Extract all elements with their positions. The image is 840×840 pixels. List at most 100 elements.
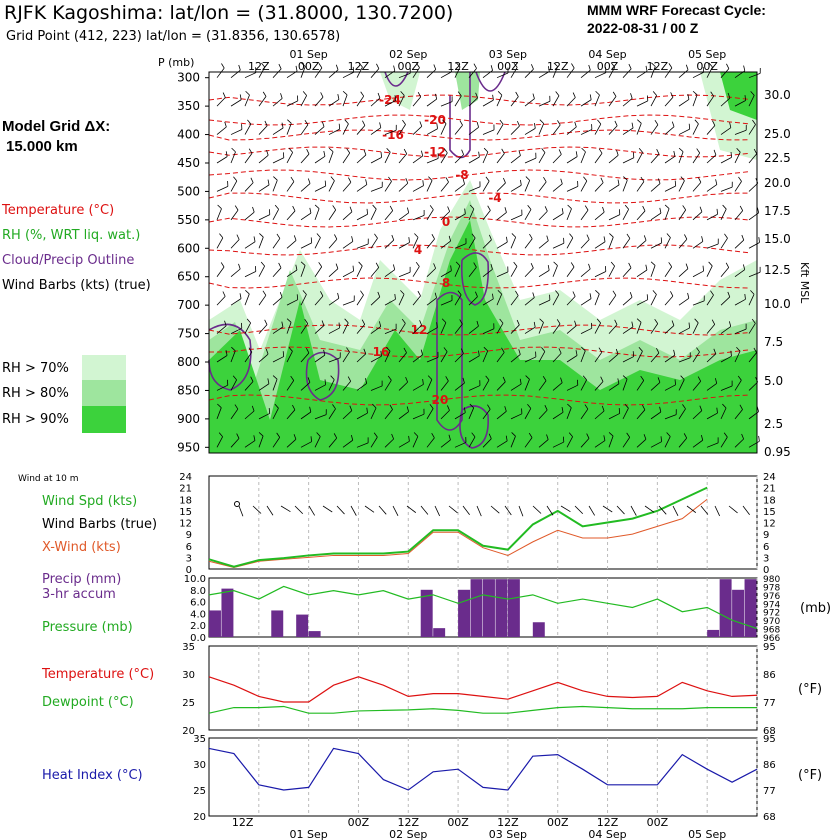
barb-flag	[344, 318, 349, 324]
wind-barb	[580, 205, 589, 221]
barb-flag	[575, 350, 578, 356]
barb-staff	[678, 128, 690, 135]
barb-staff	[552, 382, 563, 391]
wind-barb	[678, 352, 691, 363]
barb-flag	[629, 292, 633, 298]
barb-flag	[752, 119, 756, 125]
wind-barb	[510, 378, 522, 391]
wind-barb	[286, 235, 297, 249]
surface-barb	[406, 505, 417, 513]
barb-staff	[664, 67, 673, 78]
barb-flag	[543, 177, 547, 183]
barb-flag	[520, 179, 522, 186]
barb-flag	[254, 266, 257, 272]
wind-barb	[258, 290, 267, 306]
barb-staff	[398, 294, 405, 306]
barb-flag	[330, 176, 335, 181]
barb-flag	[518, 349, 521, 355]
wind-barb	[594, 405, 605, 420]
barb-flag	[493, 323, 495, 329]
wind-ytick-right-24: 24	[763, 472, 776, 483]
barb-staff	[328, 238, 338, 249]
barb-flag	[475, 92, 479, 98]
barb-flag	[570, 262, 575, 268]
wind-barb	[692, 119, 699, 135]
barb-flag	[642, 205, 646, 212]
wind-barb	[706, 238, 719, 249]
barb-flag	[233, 176, 238, 182]
precip-bar	[470, 579, 483, 637]
top-date-4: 05 Sep	[688, 48, 726, 61]
barb-flag	[529, 233, 533, 239]
barb-flag	[372, 403, 377, 409]
wind-barb	[636, 434, 647, 448]
barb-flag	[492, 94, 494, 101]
wind-barb	[412, 62, 420, 78]
precip-ytick-2.0: 2.0	[190, 621, 206, 632]
wind-barb	[482, 94, 494, 107]
barb-staff	[482, 328, 495, 334]
barb-flag	[549, 294, 551, 301]
barb-staff	[580, 69, 591, 78]
wind-barb	[538, 148, 546, 164]
barb-flag	[687, 94, 690, 100]
barb-flag	[422, 379, 424, 385]
wind-barb	[650, 207, 662, 221]
barb-staff	[692, 123, 699, 135]
calm-wind-circle	[234, 501, 240, 507]
wind-barb	[622, 93, 633, 107]
wind-barb	[594, 347, 603, 363]
barb-staff	[594, 381, 604, 391]
barb-staff	[678, 437, 688, 448]
barb-staff	[468, 156, 480, 164]
barb-flag	[519, 378, 522, 385]
cloud-outline-5	[475, 71, 506, 92]
surface-barb-staff	[448, 505, 458, 514]
barb-flag	[511, 233, 516, 238]
barb-staff	[286, 299, 298, 306]
wind-barb	[300, 377, 311, 391]
wind-barb	[734, 404, 743, 420]
barb-staff	[580, 99, 592, 107]
height-axis-title: Kft MSL	[798, 262, 811, 304]
barb-staff	[314, 126, 325, 135]
barb-flag	[652, 91, 657, 96]
barb-staff	[314, 384, 326, 391]
barb-flag	[651, 62, 656, 67]
barb-staff	[496, 440, 508, 448]
wind-barb	[496, 376, 506, 391]
barb-flag	[581, 147, 586, 153]
barb-flag	[631, 122, 634, 129]
barb-staff	[398, 182, 409, 192]
barb-flag	[479, 181, 481, 187]
barb-staff	[734, 100, 746, 107]
barb-flag	[402, 119, 406, 125]
wind-barb	[398, 266, 411, 278]
top-time-tick-1: 00Z	[298, 60, 320, 73]
barb-staff	[230, 408, 239, 420]
wind-barb	[412, 180, 424, 192]
barb-flag	[645, 65, 648, 72]
barb-staff	[356, 154, 367, 164]
surface-barb-staff	[490, 505, 500, 514]
barb-staff	[244, 410, 255, 420]
temp-contour-label-0: -24	[379, 93, 401, 107]
wind-barb	[720, 432, 728, 448]
wind-barb	[440, 347, 448, 363]
wind-barb	[608, 319, 618, 334]
barb-flag	[696, 148, 701, 154]
wind-barb	[412, 209, 425, 221]
barb-staff	[566, 325, 577, 334]
wind-barb	[524, 292, 535, 306]
barb-flag	[268, 209, 271, 215]
wind-barb	[412, 290, 421, 306]
barb-staff	[678, 99, 690, 107]
wind-barb	[370, 151, 382, 164]
barb-staff	[664, 96, 674, 107]
barb-flag	[433, 64, 437, 70]
barb-flag	[612, 91, 617, 97]
barb-flag	[302, 91, 307, 96]
barb-flag	[558, 348, 562, 354]
barb-flag	[560, 377, 563, 383]
barb-staff	[692, 211, 703, 221]
